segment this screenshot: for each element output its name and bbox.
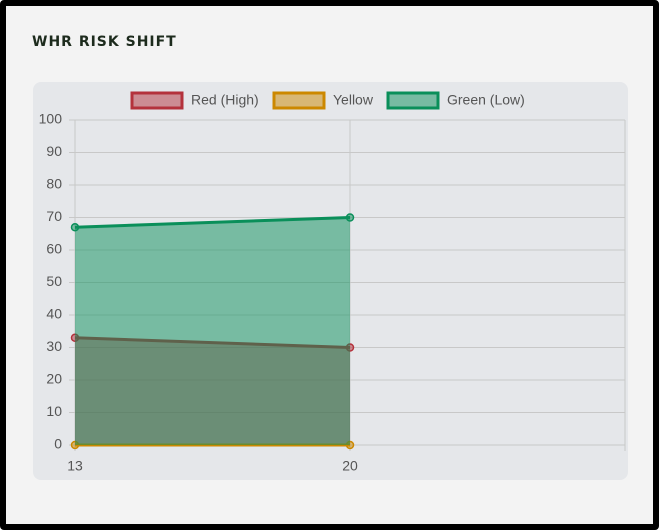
y-tick-label: 80 [46,176,62,192]
area [75,217,350,445]
legend-label: Green (Low) [447,92,525,108]
x-tick-label: 13 [67,458,83,474]
y-tick-label: 30 [46,338,62,354]
line [74,216,351,229]
y-tick-label: 0 [54,436,62,452]
legend-item: Green (Low) [386,91,525,110]
y-tick-label: 10 [46,403,62,419]
legend-swatch [386,91,440,110]
card-title: WHR RISK SHIFT [32,34,177,50]
y-tick-label: 60 [46,241,62,257]
point [345,213,355,222]
y-tick-label: 100 [39,111,63,127]
y-tick-label: 70 [46,208,62,224]
y-tick-label: 90 [46,143,62,159]
x-tick-label: 20 [342,458,358,474]
legend-item: Red (High) [130,91,259,110]
legend-swatch [272,91,326,110]
legend-item: Yellow [272,91,374,110]
legend-label: Yellow [333,92,374,108]
y-tick-label: 50 [46,273,62,289]
legend-swatch [130,91,184,110]
legend-label: Red (High) [191,92,259,108]
y-tick-label: 20 [46,371,62,387]
y-tick-label: 40 [46,306,62,322]
point [70,223,80,232]
